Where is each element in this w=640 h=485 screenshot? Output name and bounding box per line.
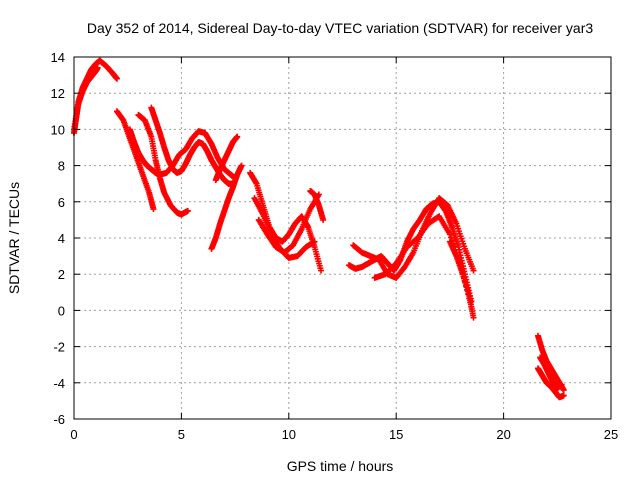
y-tick-label: 14 xyxy=(51,50,65,65)
data-point xyxy=(318,267,325,274)
data-point xyxy=(470,267,477,274)
data-point xyxy=(234,133,241,140)
series-track-7 xyxy=(208,162,245,252)
x-tick-label: 0 xyxy=(70,427,77,442)
y-tick-label: 6 xyxy=(58,195,65,210)
data-point xyxy=(113,75,120,82)
series-track-19 xyxy=(537,354,565,392)
data-point xyxy=(558,381,565,388)
y-tick-label: -4 xyxy=(53,376,65,391)
data-point xyxy=(446,231,453,238)
series-track-16 xyxy=(446,238,477,321)
x-axis-label: GPS time / hours xyxy=(287,458,394,474)
x-tick-label: 5 xyxy=(178,427,185,442)
y-tick-label: -6 xyxy=(53,412,65,427)
series-track-3 xyxy=(113,108,157,213)
series-track-5 xyxy=(135,111,191,218)
series-track-4 xyxy=(126,126,239,182)
data-point xyxy=(560,387,567,394)
y-axis-label: SDTVAR / TECUs xyxy=(6,182,22,294)
data-point xyxy=(150,206,157,213)
series-track-18 xyxy=(534,365,567,401)
data-point xyxy=(470,314,477,321)
data-point xyxy=(311,238,318,245)
data-point xyxy=(320,216,327,223)
y-tick-label: 0 xyxy=(58,303,65,318)
data-point xyxy=(94,64,101,71)
y-tick-label: 4 xyxy=(58,231,65,246)
series-track-14 xyxy=(350,195,477,281)
x-tick-label: 20 xyxy=(496,427,510,442)
x-tick-label: 10 xyxy=(282,427,296,442)
tick-layer: 0 5 10 15 20 25 -6 -4 -2 0 2 4 6 8 10 12 14 xyxy=(51,50,619,442)
data-point xyxy=(238,162,245,169)
data-point xyxy=(560,392,567,399)
series-track-9 xyxy=(247,169,325,274)
x-tick-label: 15 xyxy=(389,427,403,442)
series-track-13 xyxy=(345,198,475,305)
data-layer xyxy=(71,57,567,401)
series-track-6 xyxy=(148,104,236,187)
series-track-2 xyxy=(71,64,101,137)
series-track-12 xyxy=(307,187,327,223)
data-point xyxy=(447,234,454,241)
y-tick-label: 12 xyxy=(51,86,65,101)
y-tick-label: -2 xyxy=(53,340,65,355)
y-tick-label: 2 xyxy=(58,267,65,282)
series-track-8 xyxy=(212,133,241,184)
grid-layer xyxy=(74,57,611,419)
y-tick-label: 10 xyxy=(51,122,65,137)
y-tick-label: 8 xyxy=(58,159,65,174)
x-tick-label: 25 xyxy=(604,427,618,442)
data-point xyxy=(184,207,191,214)
chart-title: Day 352 of 2014, Sidereal Day-to-day VTE… xyxy=(87,20,593,36)
